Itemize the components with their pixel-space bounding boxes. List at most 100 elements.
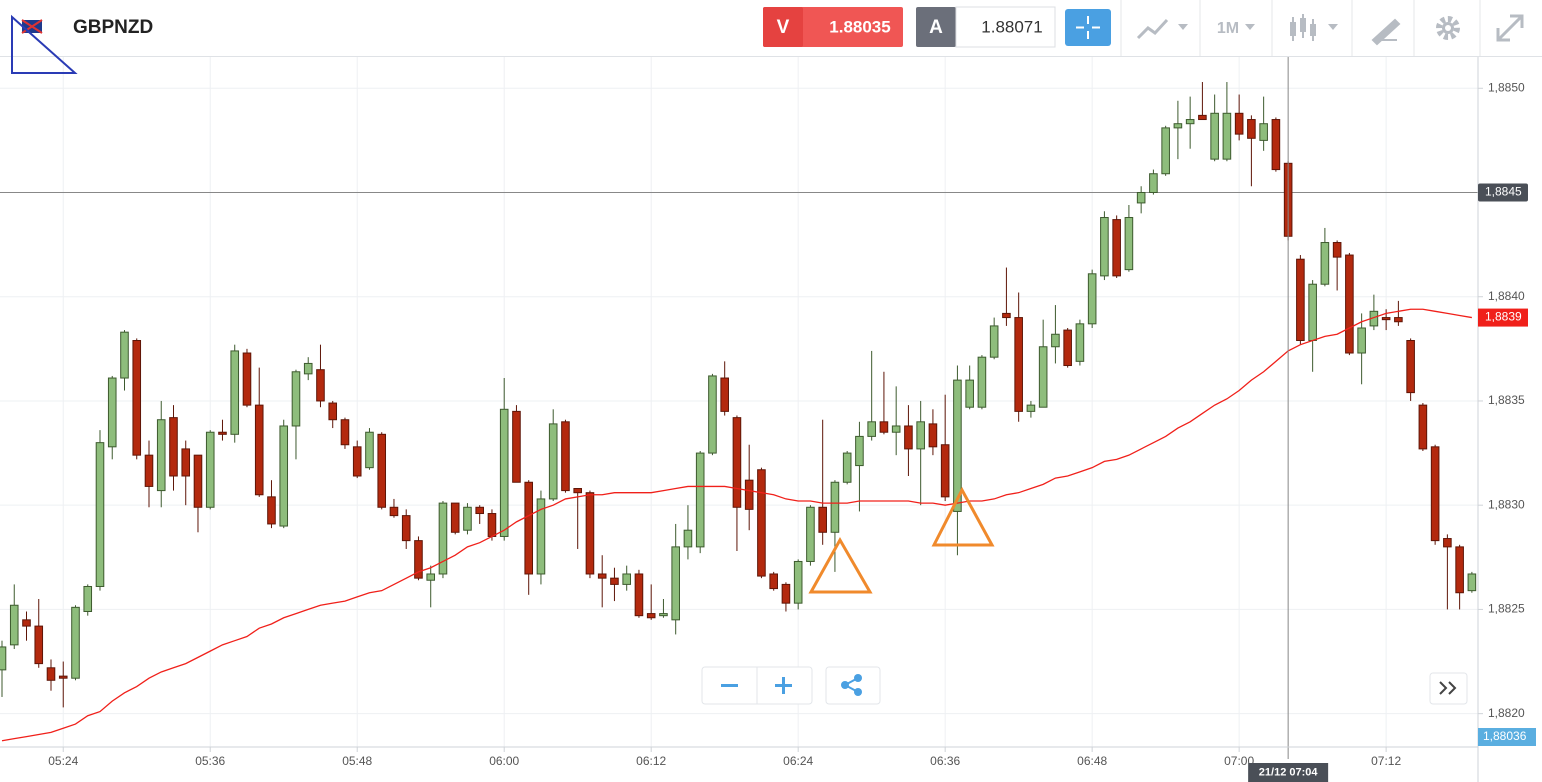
candle-body xyxy=(769,573,778,590)
crosshair-button[interactable] xyxy=(1065,9,1111,46)
candle-body xyxy=(1296,258,1305,342)
y-tick-label: 1,8820 xyxy=(1488,706,1525,720)
settings-icon-hole xyxy=(1445,25,1451,31)
candle-body xyxy=(0,646,7,671)
candle-body xyxy=(1467,573,1477,592)
x-tick-label: 05:24 xyxy=(48,754,78,768)
candle-body xyxy=(732,417,742,508)
buy-button[interactable] xyxy=(955,6,1056,48)
candle-body xyxy=(487,513,497,537)
dropdown-arrow xyxy=(1178,24,1188,30)
candle-body xyxy=(1455,546,1464,594)
scroll-right-icon xyxy=(1439,681,1457,695)
candle-body xyxy=(1087,273,1097,325)
candle-body xyxy=(377,433,387,508)
candle-body xyxy=(708,375,717,454)
candle-icon[interactable] xyxy=(1290,14,1316,41)
candle-body xyxy=(1173,123,1183,129)
sell-price: 1.88035 xyxy=(829,17,890,36)
candle-body xyxy=(401,515,411,542)
candle-body xyxy=(1394,317,1403,323)
candle-body xyxy=(683,529,693,548)
candle-body xyxy=(879,421,889,433)
candle-body xyxy=(120,331,129,379)
chart-type-icon[interactable] xyxy=(1136,18,1169,40)
candle-body xyxy=(1222,112,1232,160)
x-tick-label: 07:00 xyxy=(1224,754,1254,768)
candle-body xyxy=(450,502,460,533)
sell-label: V xyxy=(777,17,790,38)
drawn-triangle xyxy=(11,14,78,74)
candle-body xyxy=(1124,217,1134,271)
bid-price-label-bg xyxy=(1478,728,1536,746)
annotation-triangle xyxy=(931,486,995,547)
candle-body xyxy=(1198,114,1207,121)
candle-body xyxy=(622,573,631,585)
candle-body xyxy=(1063,329,1072,367)
zoom-in[interactable] xyxy=(775,677,792,694)
candle-body xyxy=(855,435,864,467)
candle-body xyxy=(1381,317,1391,321)
candle-body xyxy=(867,421,876,437)
timeframe[interactable]: 1M xyxy=(1217,20,1239,37)
candle-body xyxy=(46,667,56,681)
buy-price: 1.88071 xyxy=(981,17,1042,36)
fullscreen-icon[interactable] xyxy=(1496,14,1524,42)
candle-body xyxy=(9,604,19,646)
candle-body xyxy=(291,371,301,427)
last-price-label: 1,8839 xyxy=(1485,310,1522,324)
candle-body xyxy=(634,573,644,617)
candle-body xyxy=(475,506,485,515)
candle-body xyxy=(107,377,117,448)
candle-body xyxy=(928,423,938,448)
dropdown-arrow xyxy=(1328,24,1338,30)
candle-body xyxy=(757,469,766,577)
share-button[interactable] xyxy=(825,666,881,705)
candle-body xyxy=(671,546,680,621)
last-price-label-bg xyxy=(1478,308,1528,327)
candle-body xyxy=(463,506,472,531)
candle-body xyxy=(536,498,546,575)
symbol: GBPNZD xyxy=(73,17,153,38)
dropdown-arrow xyxy=(1245,24,1255,30)
candle-body xyxy=(1100,217,1109,277)
candle-body xyxy=(156,419,166,492)
candle-body xyxy=(1320,242,1330,285)
buy-label-bg[interactable] xyxy=(916,7,956,47)
candle-body xyxy=(1185,119,1195,125)
x-tick-label: 07:12 xyxy=(1371,754,1401,768)
candle-body xyxy=(904,425,913,450)
draw-icon[interactable] xyxy=(1371,18,1401,46)
candle-body xyxy=(58,675,68,679)
candle-body xyxy=(71,606,80,679)
candle-body xyxy=(242,352,252,406)
candle-body xyxy=(279,425,289,527)
candle-body xyxy=(1357,327,1366,354)
candle-body xyxy=(842,452,852,483)
y-tick-label: 1,8825 xyxy=(1488,602,1525,616)
crosshair-y-label: 1,8845 xyxy=(1485,185,1522,199)
candle-body xyxy=(1149,173,1158,193)
candle-body xyxy=(977,356,987,408)
candle-body xyxy=(414,540,423,579)
x-tick-label: 06:24 xyxy=(783,754,813,768)
candle-body xyxy=(524,481,534,575)
candle-body xyxy=(1002,312,1011,319)
y-tick-label: 1,8840 xyxy=(1488,289,1525,303)
candle-body xyxy=(22,619,31,627)
scroll-right-button[interactable] xyxy=(1429,672,1468,705)
candle-body xyxy=(438,502,448,575)
candle-body xyxy=(916,421,925,450)
settings-icon[interactable] xyxy=(1436,16,1460,40)
candle-body xyxy=(95,442,105,587)
flag-cross xyxy=(21,19,43,34)
candle-body xyxy=(597,573,607,579)
candle-body xyxy=(953,379,962,512)
candle-body xyxy=(512,410,521,483)
candle-body xyxy=(793,560,803,604)
candle-body xyxy=(267,496,276,525)
candle-body xyxy=(426,573,436,581)
candle-body xyxy=(561,421,570,492)
